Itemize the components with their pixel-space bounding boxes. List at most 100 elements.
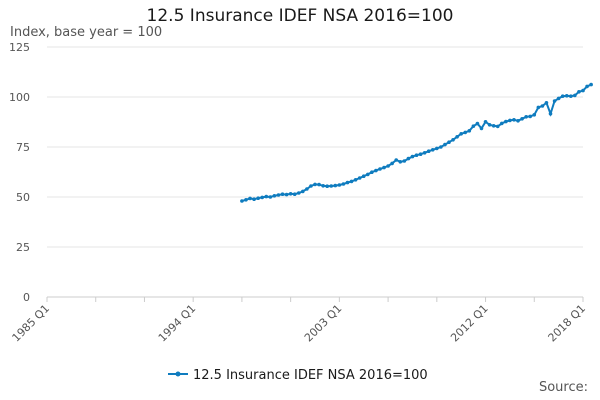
x-tick-label: 2018 Q1 [546, 302, 589, 345]
data-point [524, 115, 528, 119]
data-point [430, 148, 435, 152]
data-point [406, 156, 411, 161]
data-point [577, 90, 581, 94]
data-point [508, 118, 512, 123]
data-point [528, 114, 533, 119]
y-tick-label: 100 [9, 91, 30, 104]
y-tick-label: 0 [23, 291, 30, 304]
data-point [272, 194, 277, 198]
data-point [471, 124, 476, 128]
x-tick-label: 1994 Q1 [156, 302, 199, 345]
data-point [240, 199, 244, 203]
data-point [365, 172, 370, 177]
data-point [451, 138, 455, 142]
data-point [353, 178, 358, 182]
data-point [296, 191, 301, 195]
y-tick-label: 50 [16, 191, 30, 204]
data-point [390, 161, 394, 166]
data-point [552, 99, 557, 103]
data-point [260, 195, 265, 200]
data-point [361, 174, 366, 178]
legend-marker [175, 371, 181, 377]
data-point [516, 119, 520, 123]
data-point [532, 113, 537, 117]
data-point [447, 140, 451, 144]
data-point [475, 121, 480, 126]
data-point [520, 117, 524, 121]
data-point [463, 130, 468, 135]
data-point [499, 121, 504, 126]
data-point [357, 176, 362, 180]
data-point [418, 152, 423, 156]
data-point [248, 196, 252, 201]
data-point [548, 112, 553, 116]
data-point [337, 183, 342, 187]
data-point [268, 195, 273, 199]
data-point [394, 158, 399, 162]
data-point [435, 146, 439, 151]
data-point [309, 184, 313, 188]
data-point [589, 82, 593, 87]
data-point [301, 189, 305, 194]
y-tick-label: 25 [16, 241, 30, 254]
x-tick-label: 2012 Q1 [448, 302, 491, 345]
data-point [410, 154, 415, 159]
x-tick-label: 2003 Q1 [302, 302, 345, 345]
legend-label: 12.5 Insurance IDEF NSA 2016=100 [193, 368, 428, 383]
data-point [398, 160, 403, 164]
data-point [560, 94, 565, 98]
data-point [459, 132, 463, 136]
data-point [264, 194, 269, 199]
data-point [329, 184, 334, 188]
data-point [244, 198, 248, 202]
data-point [321, 184, 325, 188]
data-point [370, 170, 374, 174]
data-point [345, 180, 350, 185]
data-point [305, 187, 309, 191]
data-point [439, 145, 443, 149]
data-point [426, 149, 431, 153]
data-point [504, 119, 508, 124]
data-point [455, 135, 459, 139]
data-point [479, 126, 484, 131]
data-point [467, 129, 472, 133]
data-point [512, 118, 516, 122]
data-point [573, 93, 577, 98]
data-point [341, 182, 346, 186]
data-point [491, 124, 496, 128]
data-point [495, 124, 500, 129]
data-point [317, 182, 321, 187]
data-point [349, 179, 354, 184]
data-point [292, 192, 297, 196]
data-point [536, 105, 541, 110]
data-point [374, 168, 378, 173]
data-point [540, 104, 545, 108]
data-point [325, 184, 329, 188]
data-point [252, 197, 256, 201]
y-tick-label: 125 [9, 41, 30, 54]
data-point [581, 88, 585, 93]
data-point [414, 153, 419, 157]
data-point [402, 159, 407, 163]
data-point [422, 151, 427, 155]
data-point [313, 182, 317, 187]
x-tick-label: 1985 Q1 [10, 302, 53, 345]
source-label: Source: [538, 380, 588, 395]
data-point [256, 196, 260, 200]
data-point [487, 123, 492, 127]
data-point [276, 193, 281, 197]
data-point [443, 142, 447, 147]
data-point [288, 192, 293, 196]
data-point [333, 183, 338, 188]
data-point [284, 192, 289, 197]
y-tick-label: 75 [16, 141, 30, 154]
data-point [378, 167, 382, 171]
data-point [483, 120, 488, 124]
data-point [564, 94, 569, 98]
data-point [382, 165, 386, 170]
data-point [386, 164, 390, 168]
data-point [556, 96, 561, 101]
chart-title: 12.5 Insurance IDEF NSA 2016=100 [146, 6, 454, 26]
data-point [585, 84, 589, 89]
